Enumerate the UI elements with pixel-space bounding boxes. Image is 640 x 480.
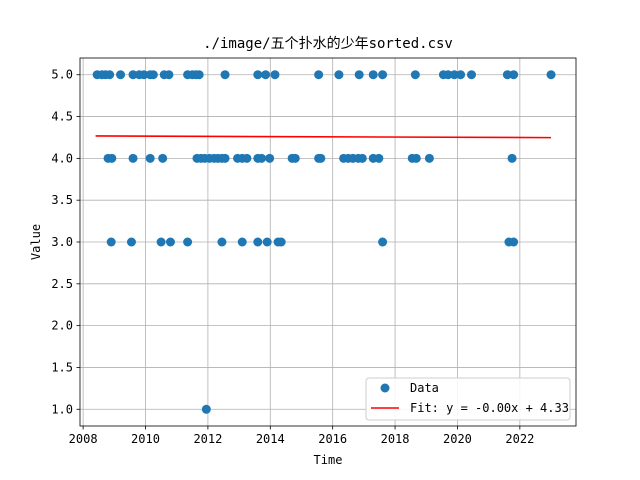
data-point-38: [158, 153, 168, 163]
y-tick-label-6: 4.0: [51, 151, 73, 165]
data-point-5: [128, 70, 138, 80]
chart-title: ./image/五个扑水的少年sorted.csv: [203, 36, 453, 52]
legend: Data Fit: y = -0.00x + 4.33: [365, 377, 571, 421]
data-point-52: [265, 153, 275, 163]
legend-box: [365, 377, 571, 421]
y-tick-label-1: 1.5: [51, 360, 73, 374]
data-point-67: [507, 153, 517, 163]
data-point-24: [378, 70, 388, 80]
data-point-23: [368, 70, 378, 80]
data-point-78: [276, 237, 286, 247]
data-point-11: [164, 70, 174, 80]
data-point-49: [242, 153, 252, 163]
x-axis-label: Time: [314, 453, 343, 467]
data-point-63: [374, 153, 384, 163]
data-point-27: [443, 70, 453, 80]
data-point-37: [145, 153, 155, 163]
data-point-72: [183, 237, 193, 247]
x-tick-label-2: 2012: [193, 432, 222, 446]
y-tick-label-7: 4.5: [51, 110, 73, 124]
data-point-66: [424, 153, 434, 163]
data-point-82: [201, 404, 211, 414]
data-point-22: [354, 70, 364, 80]
legend-marker-data: [380, 383, 390, 393]
data-point-4: [116, 70, 126, 80]
y-axis-label: Value: [29, 224, 43, 260]
data-point-75: [253, 237, 263, 247]
data-point-16: [220, 70, 230, 80]
y-tick-label-4: 3.0: [51, 235, 73, 249]
data-point-21: [334, 70, 344, 80]
data-point-76: [262, 237, 272, 247]
data-point-51: [257, 153, 267, 163]
data-point-71: [165, 237, 175, 247]
legend-label-data: Data: [410, 381, 439, 395]
y-tick-label-3: 2.5: [51, 277, 73, 291]
legend-label-fit: Fit: y = -0.00x + 4.33: [410, 401, 569, 415]
data-point-31: [502, 70, 512, 80]
y-tick-label-5: 3.5: [51, 193, 73, 207]
data-point-33: [546, 70, 556, 80]
data-point-35: [107, 153, 117, 163]
data-point-56: [316, 153, 326, 163]
x-tick-label-4: 2016: [318, 432, 347, 446]
data-point-7: [139, 70, 149, 80]
x-tick-label-5: 2018: [381, 432, 410, 446]
data-point-20: [314, 70, 324, 80]
data-point-28: [449, 70, 459, 80]
data-point-29: [456, 70, 466, 80]
data-point-30: [466, 70, 476, 80]
data-point-19: [270, 70, 280, 80]
data-point-54: [290, 153, 300, 163]
data-point-61: [357, 153, 367, 163]
data-point-46: [220, 153, 230, 163]
x-tick-label-7: 2022: [505, 432, 534, 446]
data-point-69: [126, 237, 136, 247]
data-point-36: [128, 153, 138, 163]
x-tick-label-0: 2008: [69, 432, 98, 446]
data-point-18: [261, 70, 271, 80]
data-point-79: [378, 237, 388, 247]
data-point-73: [217, 237, 227, 247]
data-point-3: [105, 70, 115, 80]
fit-line: [95, 135, 552, 139]
data-point-17: [253, 70, 263, 80]
data-point-9: [148, 70, 158, 80]
data-point-70: [156, 237, 166, 247]
data-point-65: [411, 153, 421, 163]
data-point-74: [237, 237, 247, 247]
y-tick-label-0: 1.0: [51, 402, 73, 416]
x-tick-label-3: 2014: [256, 432, 285, 446]
data-point-15: [194, 70, 204, 80]
x-tick-label-6: 2020: [443, 432, 472, 446]
data-point-68: [106, 237, 116, 247]
y-tick-label-2: 2.0: [51, 319, 73, 333]
data-point-32: [509, 70, 519, 80]
y-tick-label-8: 5.0: [51, 68, 73, 82]
data-point-81: [509, 237, 519, 247]
x-tick-label-1: 2010: [131, 432, 160, 446]
data-point-25: [410, 70, 420, 80]
